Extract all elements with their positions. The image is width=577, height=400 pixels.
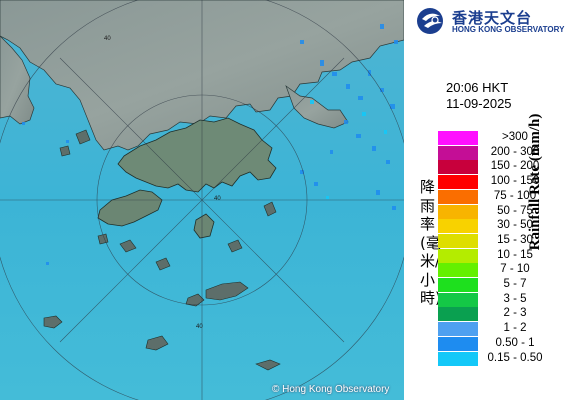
legend-title-english: Rainfall Rate (mm/h): [527, 113, 543, 251]
radar-map: 40 40 40 © Hong Kong Observatory: [0, 0, 404, 400]
legend-label: 3 - 5: [503, 292, 527, 305]
legend-label: 200 - 300: [490, 145, 540, 158]
legend-label: 10 - 15: [497, 248, 533, 261]
legend-swatch: [438, 248, 478, 263]
legend-swatch: [438, 160, 478, 175]
legend-label: 0.50 - 1: [495, 336, 535, 349]
legend-label: 2 - 3: [503, 307, 527, 320]
ring-label: 40: [214, 196, 221, 202]
legend-label: 0.15 - 0.50: [487, 351, 543, 364]
observation-date: 11-09-2025: [446, 96, 512, 111]
legend-label: 50 - 75: [497, 204, 533, 217]
ring-label: 40: [196, 324, 203, 330]
legend-swatch: [438, 145, 478, 160]
info-panel: 香港天文台 HONG KONG OBSERVATORY 20:06 HKT 11…: [404, 0, 577, 400]
legend-swatch: [438, 233, 478, 248]
legend-title-chinese: 降雨率(毫米/小時): [420, 178, 441, 307]
legend-swatch: [438, 175, 478, 190]
legend-label: 15 - 30: [497, 233, 533, 246]
legend-label: 5 - 7: [503, 278, 527, 290]
legend-label: >300: [502, 131, 528, 143]
radar-map-canvas: 40 40 40: [0, 0, 404, 400]
copyright-notice: © Hong Kong Observatory: [272, 384, 390, 395]
legend-label: 150 - 200: [490, 160, 540, 173]
legend-swatch: [438, 204, 478, 219]
small-islands: [43, 129, 281, 371]
lamma-island: [193, 213, 215, 239]
legend-label: 30 - 50: [497, 219, 533, 232]
legend-swatch: [438, 278, 478, 292]
legend-swatch: [438, 219, 478, 234]
legend-swatch: [438, 336, 478, 351]
range-rings: [0, 0, 404, 400]
logo-english: HONG KONG OBSERVATORY: [452, 25, 565, 34]
legend-label: 75 - 100: [493, 189, 537, 202]
hong-kong-land: [117, 117, 277, 193]
observation-time: 20:06 HKT: [446, 80, 509, 95]
legend-swatch: [438, 189, 478, 204]
observatory-emblem-icon: [417, 8, 443, 34]
legend-swatch: [438, 351, 478, 366]
legend-swatch: [438, 307, 478, 322]
legend-label: 100 - 150: [490, 175, 540, 188]
west-land: [0, 35, 35, 125]
lantau-island: [97, 189, 163, 227]
legend-swatch: [438, 263, 478, 278]
legend-swatch: [438, 131, 478, 145]
ring-label: 40: [104, 36, 111, 42]
legend-swatch: [438, 322, 478, 337]
observatory-logo: 香港天文台 HONG KONG OBSERVATORY: [416, 4, 576, 38]
legend-swatch: [438, 292, 478, 307]
legend-label: 1 - 2: [503, 322, 527, 335]
logo-chinese: 香港天文台: [452, 9, 533, 27]
legend-label: 7 - 10: [500, 263, 530, 276]
